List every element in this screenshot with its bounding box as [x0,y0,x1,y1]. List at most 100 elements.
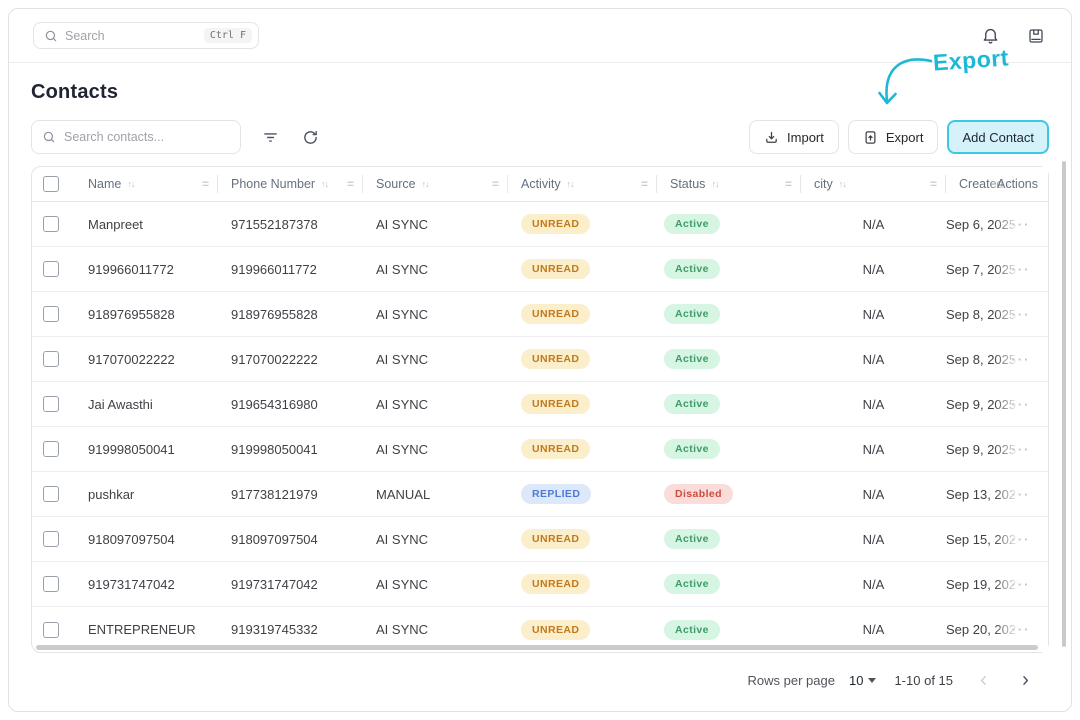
row-checkbox[interactable] [43,306,59,322]
row-actions-button[interactable]: ··· [1011,441,1031,457]
activity-badge: REPLIED [521,484,592,504]
column-resize-handle[interactable]: = [491,177,499,191]
table-row[interactable]: pushkar 917738121979 MANUAL REPLIED Disa… [32,472,1048,517]
column-header-activity[interactable]: Activity ↑↓ = [508,167,657,201]
status-badge: Active [664,439,720,459]
cell-phone: 971552187378 [231,216,318,232]
sort-icon[interactable]: ↑↓ [127,179,135,189]
status-badge: Disabled [664,484,733,504]
activity-badge: UNREAD [521,304,591,324]
cell-source: AI SYNC [376,622,429,637]
column-header-phone[interactable]: Phone Number ↑↓ = [218,167,363,201]
cell-source: AI SYNC [376,396,429,412]
cell-city: N/A [862,261,885,277]
header-checkbox-cell [32,176,70,192]
row-actions-button[interactable]: ··· [1011,576,1031,592]
row-actions-button[interactable]: ··· [1011,261,1031,277]
table-row[interactable]: 918976955828 918976955828 AI SYNC UNREAD… [32,292,1048,337]
table-row[interactable]: Jai Awasthi 919654316980 AI SYNC UNREAD … [32,382,1048,427]
column-resize-handle[interactable]: = [640,177,648,191]
next-page-button[interactable] [1013,668,1037,692]
cell-city: N/A [862,531,885,547]
cell-name: 918097097504 [88,531,175,547]
sort-icon[interactable]: ↑↓ [838,179,847,189]
select-all-checkbox[interactable] [43,176,59,192]
cell-phone: 917738121979 [231,486,318,502]
cell-phone: 919731747042 [231,576,318,592]
activity-badge: UNREAD [521,529,591,549]
column-resize-handle[interactable]: = [201,177,209,191]
sort-icon[interactable]: ↑↓ [566,179,575,189]
contacts-search-input[interactable]: Search contacts... [31,120,241,154]
cell-phone: 917070022222 [231,351,318,367]
cell-source: AI SYNC [376,216,429,232]
cell-source: AI SYNC [376,576,429,592]
column-resize-handle[interactable]: = [784,177,792,191]
table-row[interactable]: 917070022222 917070022222 AI SYNC UNREAD… [32,337,1048,382]
rows-per-page-label: Rows per page [747,672,835,688]
export-button[interactable]: Export [847,120,939,154]
row-checkbox[interactable] [43,261,59,277]
row-actions-button[interactable]: ··· [1011,396,1031,412]
save-icon[interactable] [1025,25,1047,47]
contacts-toolbar: Search contacts... Import [31,120,1049,154]
row-checkbox[interactable] [43,216,59,232]
row-actions-button[interactable]: ··· [1011,216,1031,232]
column-resize-handle[interactable]: = [929,177,937,191]
column-resize-handle[interactable]: = [346,177,354,191]
cell-source: AI SYNC [376,306,429,322]
column-header-city[interactable]: city ↑↓ = [801,167,946,201]
column-header-status[interactable]: Status ↑↓ = [657,167,801,201]
row-actions-button[interactable]: ··· [1011,622,1031,637]
global-search-input[interactable]: Search Ctrl F [33,22,259,49]
rows-per-page-select[interactable]: 10 [849,673,877,688]
filter-icon[interactable] [259,126,281,148]
table-row[interactable]: 919966011772 919966011772 AI SYNC UNREAD… [32,247,1048,292]
row-actions-button[interactable]: ··· [1011,531,1031,547]
cell-name: 919966011772 [88,261,174,277]
table-header-row: Name ↑↓ = Phone Number ↑↓ = Source ↑↓ = … [32,167,1048,202]
row-actions-button[interactable]: ··· [1011,486,1031,502]
row-checkbox[interactable] [43,576,59,592]
cell-phone: 918976955828 [231,306,318,322]
cell-phone: 919654316980 [231,396,318,412]
row-actions-button[interactable]: ··· [1011,351,1031,367]
row-actions-button[interactable]: ··· [1011,306,1031,322]
row-checkbox[interactable] [43,441,59,457]
cell-source: AI SYNC [376,261,429,277]
table-row[interactable]: 919731747042 919731747042 AI SYNC UNREAD… [32,562,1048,607]
sort-icon[interactable]: ↑↓ [421,179,430,189]
cell-phone: 919319745332 [231,622,318,637]
row-checkbox[interactable] [43,351,59,367]
row-checkbox[interactable] [43,621,59,638]
cell-city: N/A [862,216,885,232]
vertical-scrollbar[interactable] [1062,161,1066,647]
add-contact-button[interactable]: Add Contact [947,120,1049,154]
column-header-source[interactable]: Source ↑↓ = [363,167,508,201]
app-window: Search Ctrl F Contacts Search contacts..… [8,8,1072,712]
column-header-name[interactable]: Name ↑↓ = [70,167,218,201]
table-row[interactable]: Manpreet 971552187378 AI SYNC UNREAD Act… [32,202,1048,247]
cell-name: 918976955828 [88,306,175,322]
sort-icon[interactable]: ↑↓ [321,179,329,189]
table-row[interactable]: ENTREPRENEUR 919319745332 AI SYNC UNREAD… [32,607,1048,652]
activity-badge: UNREAD [521,349,591,369]
row-checkbox[interactable] [43,531,59,547]
cell-phone: 918097097504 [231,531,318,547]
row-checkbox[interactable] [43,486,59,502]
notifications-bell-icon[interactable] [979,25,1001,47]
previous-page-button[interactable] [971,668,995,692]
table-row[interactable]: 918097097504 918097097504 AI SYNC UNREAD… [32,517,1048,562]
horizontal-scrollbar[interactable] [36,645,1038,650]
page-title: Contacts [31,81,119,103]
table-row[interactable]: 919998050041 919998050041 AI SYNC UNREAD… [32,427,1048,472]
row-checkbox[interactable] [43,396,59,412]
refresh-icon[interactable] [299,126,321,148]
file-export-icon [863,130,878,145]
cell-source: AI SYNC [376,441,429,457]
cell-city: N/A [862,622,885,637]
sort-icon[interactable]: ↑↓ [711,179,719,189]
import-button-label: Import [787,129,824,145]
chevron-down-icon [868,677,877,683]
import-button[interactable]: Import [749,120,839,154]
